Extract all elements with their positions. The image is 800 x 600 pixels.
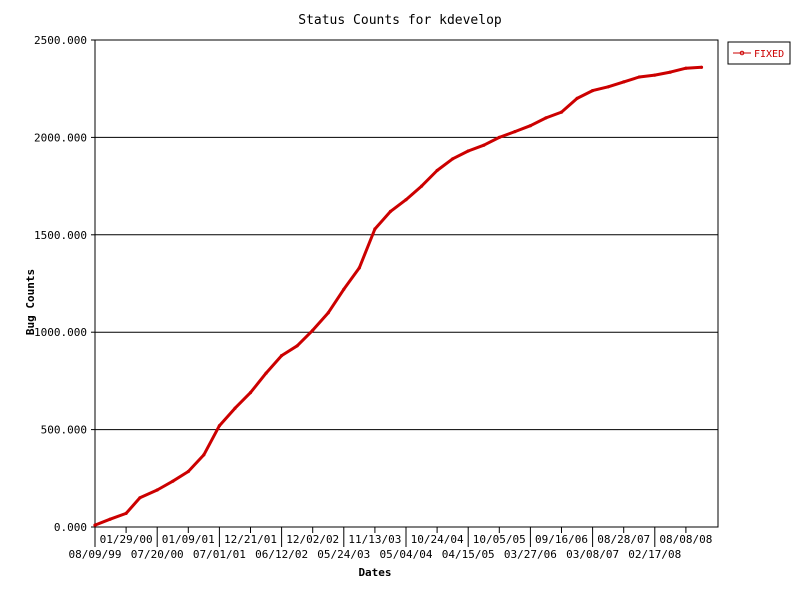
data-point (155, 488, 159, 492)
data-point (420, 184, 424, 188)
y-axis-label: Bug Counts (24, 269, 37, 335)
x-tick-label: 12/21/01 (224, 533, 277, 546)
data-point (217, 424, 221, 428)
data-point (311, 328, 315, 332)
data-point (544, 116, 548, 120)
y-tick-label: 2500.000 (34, 34, 87, 47)
data-point (528, 124, 533, 128)
legend: FIXED (727, 41, 791, 65)
data-point (373, 227, 377, 231)
x-axis-label: Dates (358, 566, 391, 579)
data-point (138, 496, 142, 500)
x-tick-label: 10/24/04 (411, 533, 464, 546)
data-point (622, 80, 626, 84)
x-tick-label: 11/13/03 (348, 533, 401, 546)
data-point (280, 354, 284, 358)
data-point (606, 85, 610, 89)
data-point (202, 453, 206, 457)
data-point (171, 479, 175, 483)
x-tick-label: 01/09/01 (162, 533, 215, 546)
x-tick-label: 12/02/02 (286, 533, 339, 546)
data-point (248, 391, 253, 395)
y-tick-label: 1000.000 (34, 326, 87, 339)
gridlines (95, 136, 718, 431)
data-point (559, 110, 564, 114)
data-point (295, 344, 299, 348)
data-point (264, 371, 268, 375)
data-point (233, 406, 237, 410)
x-tick-label: 07/20/00 (131, 548, 184, 561)
y-tick-label: 1500.000 (34, 229, 87, 242)
x-tick-label: 05/04/04 (380, 548, 433, 561)
data-point (124, 511, 128, 515)
legend-marker-icon (739, 50, 745, 56)
series-layer (93, 65, 704, 527)
data-point (637, 75, 641, 79)
data-point (684, 66, 688, 70)
x-tick-label: 06/12/02 (255, 548, 308, 561)
x-axis-ticks: 08/09/99 07/20/00 07/01/01 06/12/02 05/24/03… (69, 527, 712, 561)
x-tick-label: 03/27/06 (504, 548, 557, 561)
y-axis-ticks: 0.000 500.000 1000.000 1500.000 2000.000 2500… (34, 34, 95, 534)
x-tick-label: 10/05/05 (473, 533, 526, 546)
x-tick-label: 01/29/00 (100, 533, 153, 546)
data-point (451, 157, 455, 161)
data-point (497, 135, 501, 139)
x-tick-label: 09/16/06 (535, 533, 588, 546)
data-point (388, 209, 393, 213)
data-point (575, 96, 579, 100)
data-point (513, 130, 517, 134)
x-tick-label: 02/17/08 (628, 548, 681, 561)
data-point (668, 70, 673, 74)
data-point (699, 65, 704, 69)
x-tick-label: 08/09/99 (69, 548, 122, 561)
legend-label-fixed: FIXED (754, 49, 784, 60)
legend-box (727, 41, 791, 65)
data-point (108, 517, 112, 521)
chart-title: Status Counts for kdevelop (298, 13, 502, 28)
y-tick-label: 2000.000 (34, 131, 87, 144)
data-point (326, 311, 330, 315)
data-point (591, 89, 595, 93)
x-tick-label: 08/08/08 (659, 533, 712, 546)
y-tick-label: 500.000 (41, 424, 87, 437)
data-point (466, 149, 470, 153)
plot-area (94, 39, 719, 528)
data-point (357, 266, 361, 270)
data-point (482, 143, 486, 147)
x-tick-label: 05/24/03 (317, 548, 370, 561)
data-point (342, 287, 346, 291)
x-tick-label: 03/08/07 (566, 548, 619, 561)
data-point (93, 523, 97, 527)
y-tick-label: 0.000 (54, 521, 87, 534)
x-tick-label: 08/28/07 (597, 533, 650, 546)
x-tick-label: 04/15/05 (442, 548, 495, 561)
x-tick-label: 07/01/01 (193, 548, 246, 561)
data-point (435, 168, 439, 173)
series-line-fixed (93, 65, 703, 527)
data-point (186, 469, 190, 474)
data-point (653, 73, 657, 77)
data-point (404, 198, 408, 202)
